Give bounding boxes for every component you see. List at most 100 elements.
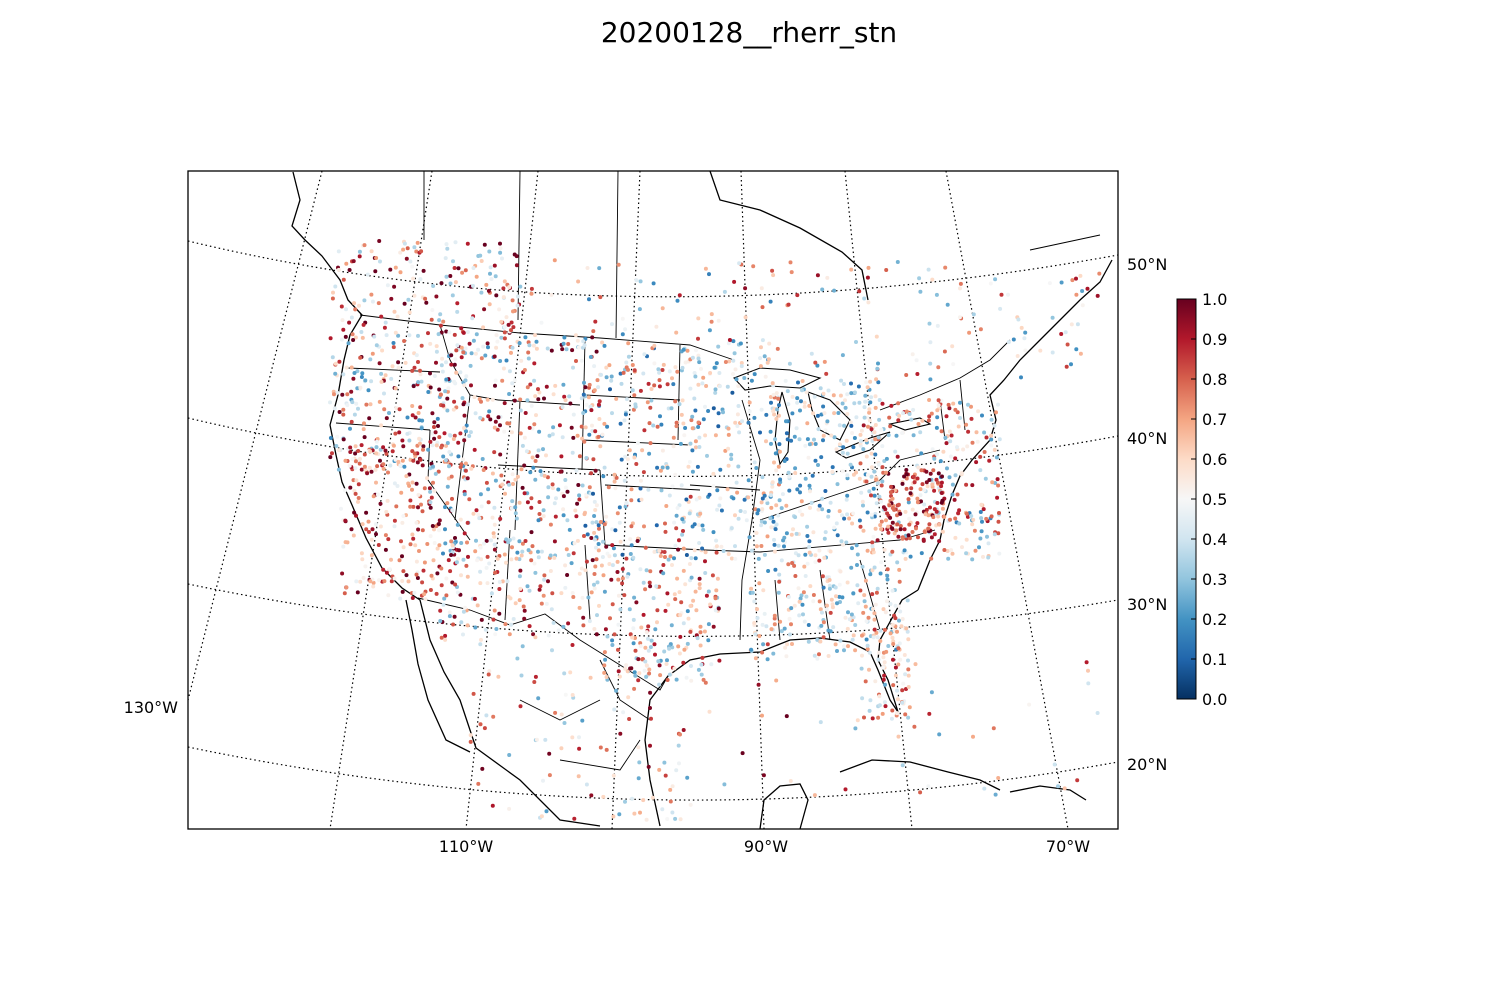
station-marker bbox=[561, 382, 566, 387]
station-marker bbox=[813, 553, 818, 558]
colorbar: 0.00.10.20.30.40.50.60.70.80.91.0 bbox=[1176, 290, 1227, 709]
station-marker bbox=[408, 504, 413, 509]
station-marker bbox=[786, 562, 791, 567]
station-marker bbox=[583, 523, 588, 528]
station-marker bbox=[623, 799, 627, 804]
station-marker bbox=[848, 462, 853, 467]
station-marker bbox=[518, 397, 523, 402]
station-marker bbox=[671, 435, 676, 440]
station-marker bbox=[444, 274, 449, 279]
station-marker bbox=[716, 411, 721, 416]
border-ca-nv bbox=[427, 429, 471, 541]
station-marker bbox=[677, 293, 682, 298]
station-marker bbox=[761, 642, 766, 647]
station-marker bbox=[661, 563, 666, 567]
station-marker bbox=[479, 290, 484, 295]
station-marker bbox=[876, 715, 881, 720]
station-marker bbox=[731, 496, 736, 501]
station-marker bbox=[525, 500, 530, 505]
station-marker bbox=[428, 341, 433, 346]
station-marker bbox=[349, 419, 354, 424]
station-marker bbox=[753, 507, 758, 512]
station-marker bbox=[873, 452, 878, 457]
station-marker bbox=[805, 561, 810, 566]
station-marker bbox=[902, 474, 907, 479]
station-marker bbox=[870, 568, 875, 573]
station-marker bbox=[864, 454, 869, 459]
station-marker bbox=[374, 480, 378, 485]
station-marker bbox=[585, 266, 590, 270]
station-marker bbox=[453, 240, 458, 245]
station-marker bbox=[459, 620, 464, 625]
station-marker bbox=[830, 605, 835, 610]
station-marker bbox=[891, 642, 896, 646]
coastline-yucatan bbox=[759, 783, 809, 829]
station-marker bbox=[777, 498, 782, 503]
station-marker bbox=[711, 471, 716, 476]
station-marker bbox=[971, 517, 976, 522]
station-marker bbox=[634, 278, 639, 283]
station-marker bbox=[840, 450, 845, 455]
station-marker bbox=[441, 602, 446, 607]
station-marker bbox=[580, 718, 585, 723]
colorbar-tick-label: 0.4 bbox=[1202, 530, 1227, 549]
station-marker bbox=[507, 285, 512, 290]
station-marker bbox=[711, 624, 716, 629]
station-marker bbox=[550, 432, 555, 437]
station-marker bbox=[526, 350, 531, 355]
station-marker bbox=[861, 528, 866, 533]
station-marker bbox=[492, 547, 497, 552]
coastline-hudson-bay bbox=[709, 171, 869, 301]
station-marker bbox=[792, 434, 797, 439]
station-marker bbox=[436, 469, 441, 474]
station-marker bbox=[529, 505, 534, 510]
station-marker bbox=[890, 622, 895, 627]
station-marker bbox=[632, 686, 637, 691]
station-marker bbox=[400, 438, 405, 443]
station-marker bbox=[714, 550, 719, 555]
station-marker bbox=[547, 751, 552, 756]
station-marker bbox=[428, 588, 433, 592]
station-marker bbox=[350, 400, 355, 405]
station-marker bbox=[914, 526, 918, 531]
station-marker bbox=[478, 722, 483, 727]
station-marker bbox=[958, 400, 962, 405]
station-marker bbox=[480, 457, 485, 461]
station-marker bbox=[443, 527, 447, 532]
station-marker bbox=[772, 616, 777, 621]
station-marker bbox=[784, 419, 788, 424]
station-marker bbox=[536, 549, 540, 554]
station-marker bbox=[616, 669, 621, 674]
station-marker bbox=[502, 429, 507, 434]
station-marker bbox=[460, 270, 465, 275]
colorbar-tick-label: 0.2 bbox=[1202, 610, 1227, 629]
station-marker bbox=[812, 394, 817, 399]
station-marker bbox=[697, 586, 702, 591]
station-marker bbox=[396, 360, 401, 365]
station-marker bbox=[510, 381, 515, 386]
station-marker bbox=[925, 484, 930, 489]
station-marker bbox=[759, 500, 764, 505]
station-marker bbox=[450, 508, 455, 513]
station-marker bbox=[452, 433, 457, 438]
station-marker bbox=[787, 361, 792, 366]
station-marker bbox=[478, 492, 483, 497]
station-marker bbox=[343, 488, 347, 493]
station-marker bbox=[772, 613, 777, 618]
station-marker bbox=[793, 466, 798, 471]
station-marker bbox=[761, 588, 766, 593]
border-ks-ok bbox=[604, 544, 706, 551]
station-marker bbox=[381, 462, 386, 467]
station-marker bbox=[872, 611, 877, 616]
station-marker bbox=[400, 520, 405, 525]
station-marker bbox=[978, 454, 983, 459]
station-marker bbox=[590, 520, 595, 525]
station-marker bbox=[680, 365, 685, 370]
station-marker bbox=[1074, 292, 1079, 297]
station-marker bbox=[411, 276, 416, 281]
station-marker bbox=[613, 486, 618, 491]
station-marker bbox=[831, 393, 836, 398]
station-marker bbox=[395, 484, 400, 488]
station-marker bbox=[511, 325, 516, 330]
station-marker bbox=[547, 773, 552, 778]
